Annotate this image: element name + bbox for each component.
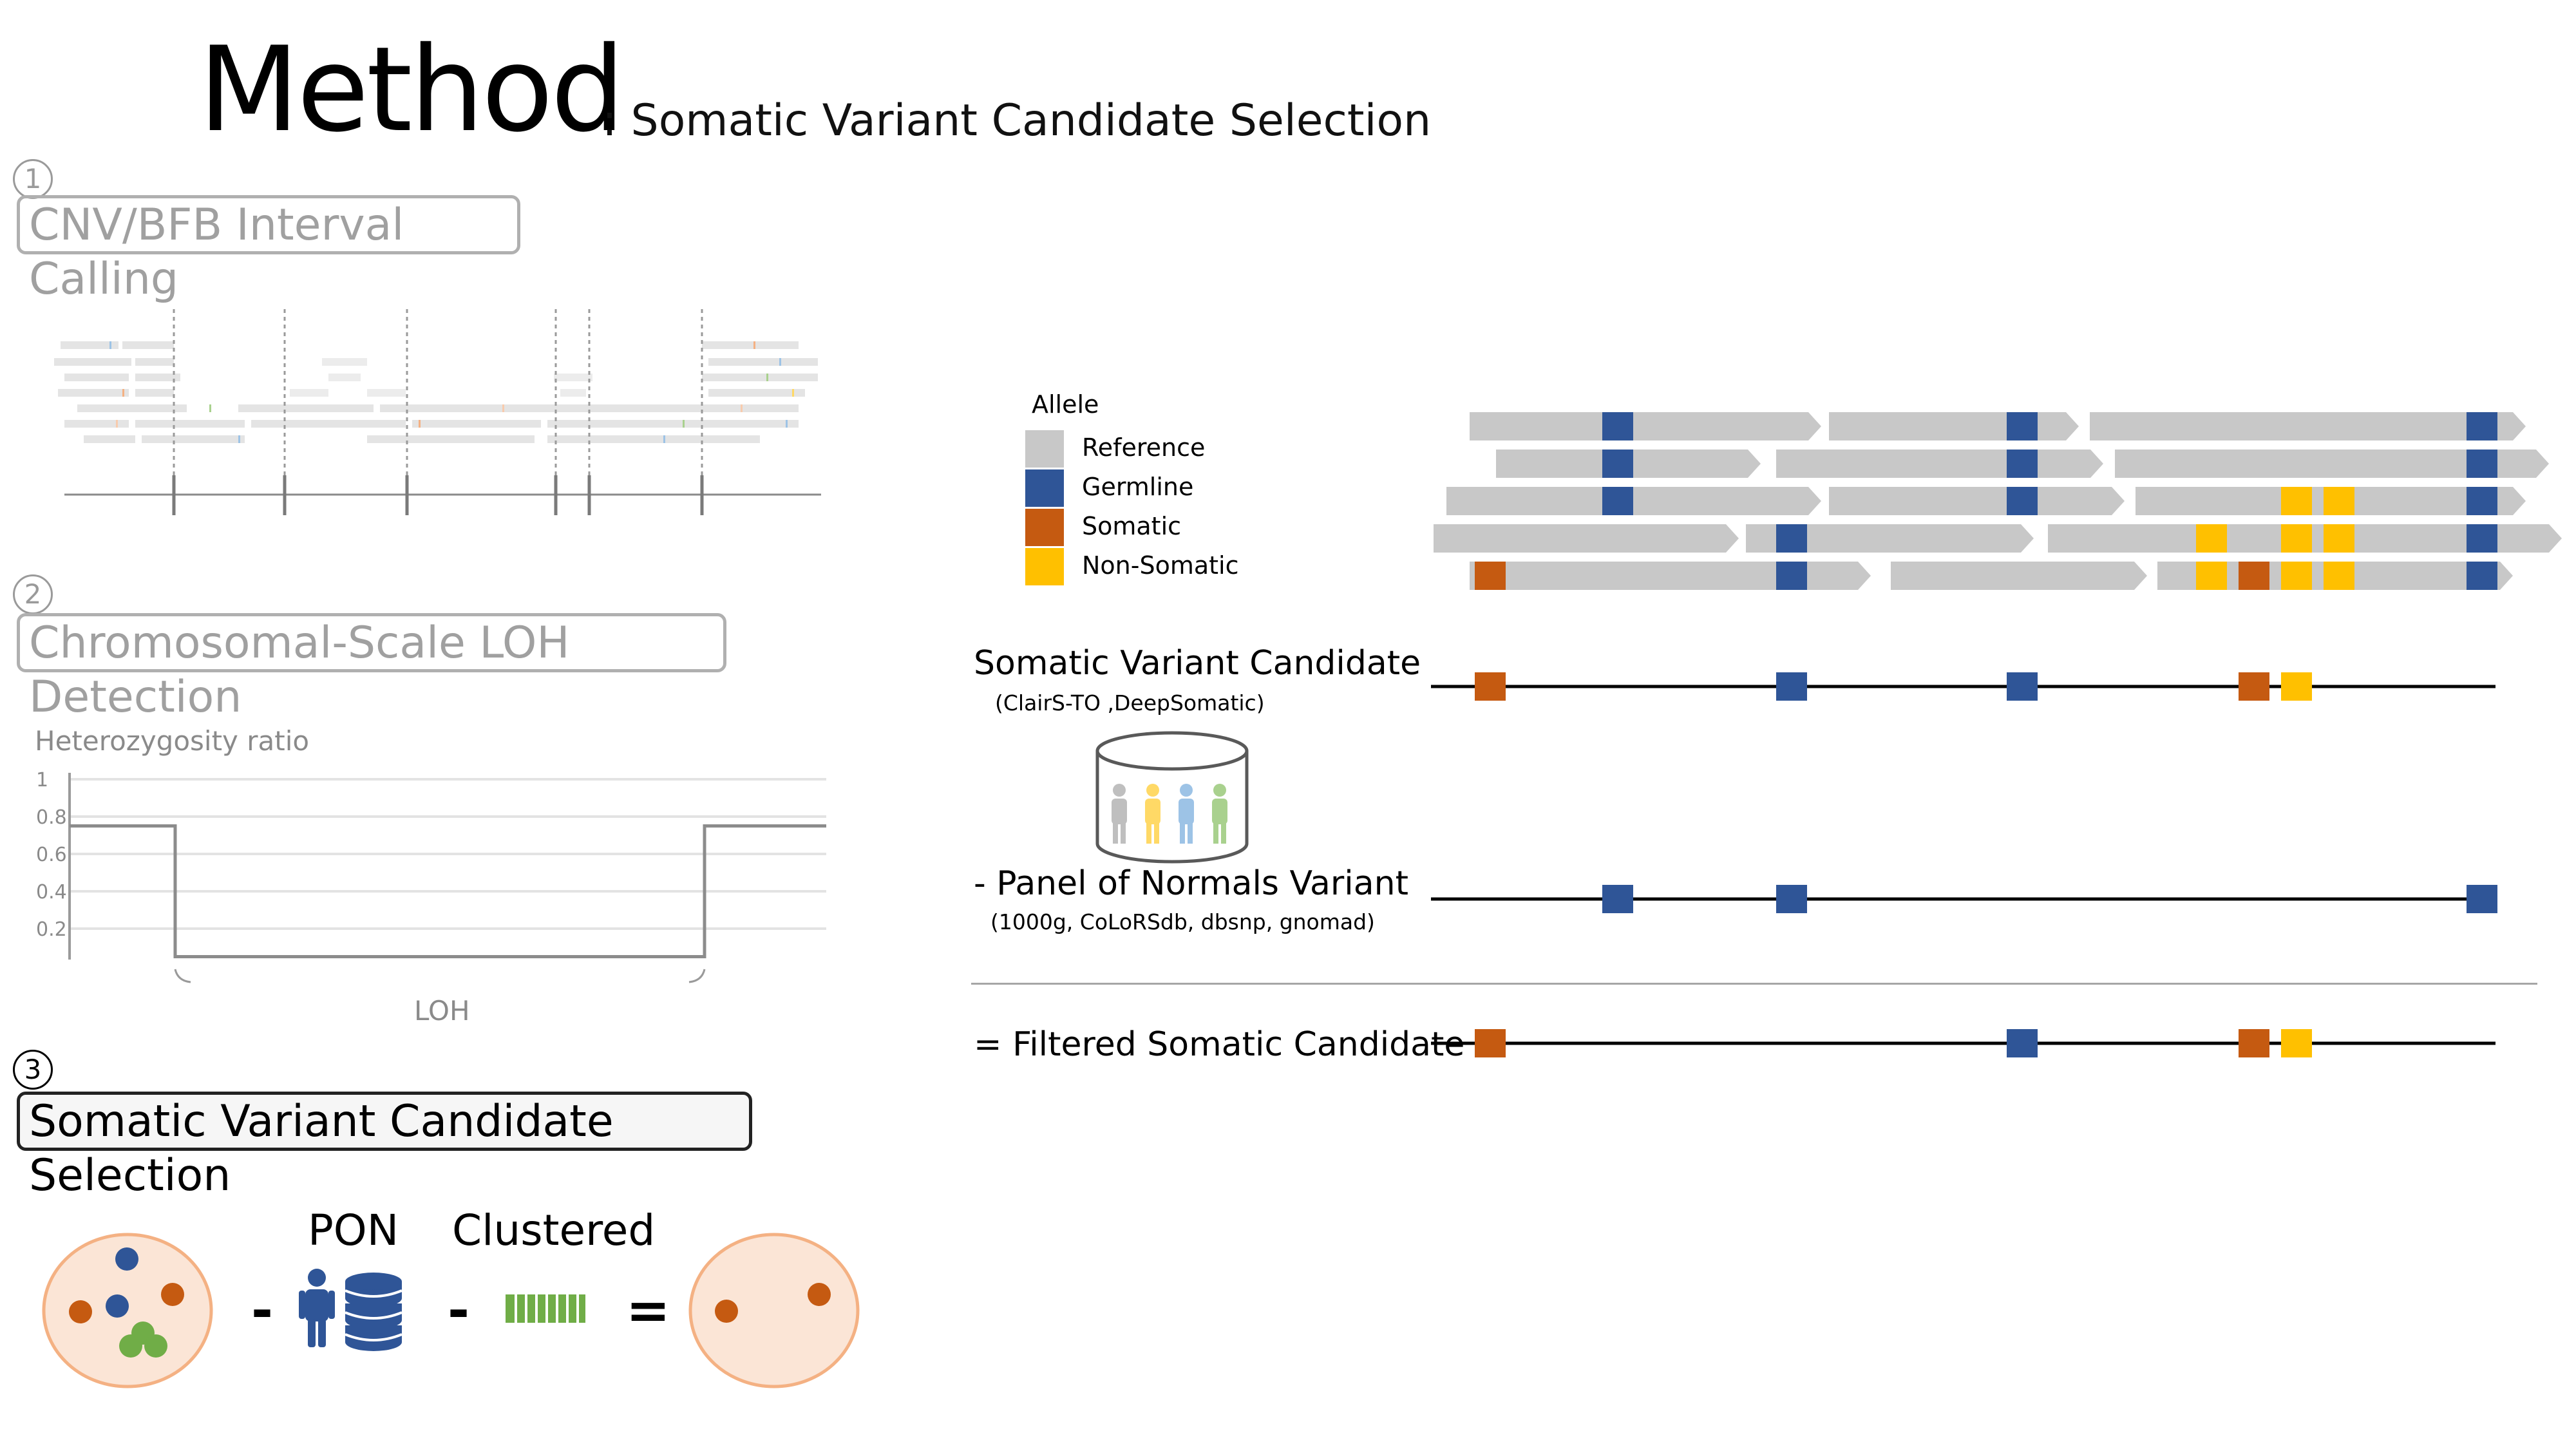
pon-row-sub: (1000g, CoLoRSdb, dbsnp, gnomad) (990, 909, 1375, 934)
filtered-circle (688, 1233, 860, 1388)
somatic-dot (161, 1283, 184, 1306)
summary-illustration (42, 1233, 860, 1388)
legend-title: Allele (1032, 390, 1099, 419)
loh-ytick-1: 1 (36, 769, 49, 791)
somatic-variant (1475, 1029, 1506, 1057)
somatic-dot (808, 1283, 831, 1306)
pon-database-icon (1095, 731, 1249, 864)
pon-row-label: - Panel of Normals Variant (974, 864, 1408, 903)
loh-ytick-0.4: 0.4 (36, 881, 67, 904)
germline-variant (2007, 672, 2038, 701)
pon-label: PON (308, 1206, 399, 1255)
loh-ytick-0.6: 0.6 (36, 844, 67, 866)
somatic-dot (715, 1300, 738, 1323)
somatic-variants (1475, 562, 2269, 590)
germline-variant (1776, 672, 1807, 701)
non-somatic-variant (2281, 1029, 2312, 1057)
person-icon-green (1212, 784, 1227, 844)
step-1-label: CNV/BFB Interval Calling (17, 195, 520, 305)
germline-dot (106, 1294, 129, 1318)
loh-ytick-0.8: 0.8 (36, 806, 67, 829)
separator-line (971, 983, 2537, 985)
step-3-number: 3 (13, 1050, 53, 1090)
candidate-track (1431, 672, 2496, 701)
germline-variants (1602, 412, 2497, 590)
loh-chart (68, 773, 826, 960)
clustered-dot (119, 1334, 142, 1358)
person-icon-blue (1179, 784, 1194, 844)
step-1-number: 1 (13, 159, 53, 199)
somatic-dot (69, 1300, 92, 1323)
read-pileup (1434, 412, 2562, 590)
non-somatic-variants (2196, 487, 2354, 590)
somatic-variant (1475, 672, 1506, 701)
loh-bracket (174, 969, 706, 983)
filtered-track (1431, 1029, 2496, 1057)
loh-ylabel: Heterozygosity ratio (35, 725, 310, 757)
legend-swatch-somatic (1025, 509, 1064, 546)
step-2-label: Chromosomal-Scale LOH Detection (17, 613, 726, 723)
step-3-label: Somatic Variant Candidate Selection (17, 1092, 752, 1201)
person-icon-grey (1112, 784, 1127, 844)
page-subtitle: : Somatic Variant Candidate Selection (602, 95, 1432, 146)
equals-sign: = (626, 1280, 670, 1341)
page-title: Method (198, 21, 625, 158)
minus-sign-1: - (251, 1280, 274, 1341)
pon-track (1431, 885, 2497, 913)
legend-swatch-reference (1025, 430, 1064, 468)
non-somatic-variant (2281, 672, 2312, 701)
somatic-variant (2239, 672, 2269, 701)
somatic-variant (2239, 1029, 2269, 1057)
clustered-label: Clustered (452, 1206, 656, 1255)
germline-variant (1602, 885, 1633, 913)
germline-dot (115, 1247, 138, 1271)
person-icon (299, 1269, 335, 1347)
germline-variant (1776, 885, 1807, 913)
loh-region-label: LOH (414, 995, 470, 1027)
clustered-variants-icon (506, 1294, 585, 1323)
heterozygosity-line (70, 824, 826, 958)
person-icon-yellow (1145, 784, 1160, 844)
candidate-row-sub: (ClairS-TO ,DeepSomatic) (995, 690, 1265, 715)
cnv-breakpoint-illustration (54, 309, 821, 515)
minus-sign-2: - (448, 1280, 470, 1341)
legend-label-reference: Reference (1082, 433, 1206, 462)
legend-label-germline: Germline (1082, 473, 1194, 501)
loh-ytick-0.2: 0.2 (36, 918, 67, 941)
filtered-row-label: = Filtered Somatic Candidate (974, 1025, 1465, 1064)
reads-group-1 (54, 341, 163, 443)
legend-swatch-germline (1025, 469, 1064, 507)
germline-variant (2467, 885, 2497, 913)
germline-variant (2007, 1029, 2038, 1057)
step-2-number: 2 (13, 574, 53, 614)
clustered-dot (144, 1334, 167, 1358)
legend-label-somatic: Somatic (1082, 512, 1182, 540)
legend-swatch-non-somatic (1025, 548, 1064, 585)
candidate-row-label: Somatic Variant Candidate (974, 644, 1421, 683)
legend-label-non-somatic: Non-Somatic (1082, 551, 1239, 580)
